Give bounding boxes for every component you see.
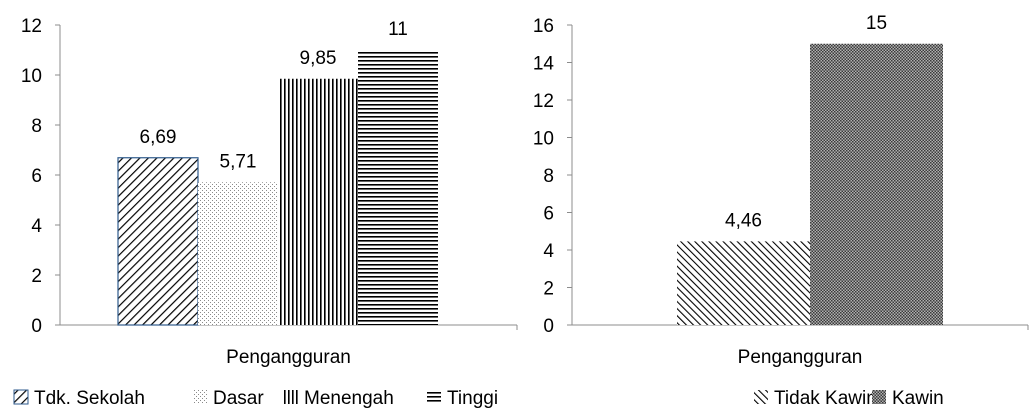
legend-label: Tinggi — [447, 388, 498, 409]
chart-marital-status: 0 2 4 6 8 10 12 14 16 4,46 15 Pengangguran Tidak Kaw… — [533, 13, 1029, 409]
legend: Tidak Kawin Kawin — [754, 388, 944, 409]
y-tick-label: 6 — [543, 204, 554, 225]
data-label: 6,69 — [140, 127, 177, 148]
legend-swatch — [427, 390, 441, 404]
legend-label: Dasar — [213, 388, 264, 409]
data-label: 5,71 — [220, 151, 257, 172]
y-tick-label: 6 — [31, 166, 42, 187]
y-tick-label: 10 — [21, 66, 42, 87]
legend: Tdk. Sekolah Dasar Menengah Tinggi — [13, 388, 498, 409]
legend-swatch — [13, 389, 29, 405]
bar-menengah — [278, 78, 358, 325]
y-tick-label: 16 — [533, 16, 554, 37]
bar-dasar — [198, 182, 278, 325]
y-tick-label: 12 — [533, 91, 554, 112]
x-category-label: Pengangguran — [226, 347, 351, 368]
legend-label: Menengah — [304, 388, 394, 409]
y-tick-label: 2 — [543, 279, 554, 300]
bar-kawin — [810, 43, 943, 325]
y-tick-label: 8 — [31, 116, 42, 137]
chart-education: 0 2 4 6 8 10 12 6,69 5,71 9,85 11 Pengangguran Tdk. … — [13, 16, 518, 409]
y-tick-label: 0 — [543, 316, 554, 337]
y-tick-label: 10 — [533, 129, 554, 150]
data-label: 9,85 — [300, 48, 337, 69]
bar-tidak-kawin — [677, 241, 810, 325]
legend-swatch — [284, 390, 298, 404]
legend-label: Kawin — [892, 388, 944, 409]
legend-swatch — [193, 390, 207, 404]
legend-swatch — [872, 390, 886, 404]
y-tick-label: 4 — [543, 241, 554, 262]
y-tick-label: 2 — [31, 266, 42, 287]
y-tick-label: 14 — [533, 54, 555, 75]
data-label: 11 — [388, 19, 408, 40]
y-tick-label: 12 — [21, 16, 42, 37]
legend-label: Tidak Kawin — [774, 388, 877, 409]
bar-tinggi — [358, 50, 438, 325]
data-label: 4,46 — [725, 210, 762, 231]
y-tick-label: 8 — [543, 166, 554, 187]
data-label: 15 — [866, 13, 887, 34]
x-category-label: Pengangguran — [738, 347, 863, 368]
legend-swatch — [754, 390, 768, 404]
y-tick-label: 0 — [31, 316, 42, 337]
bar-tdk-sekolah — [117, 157, 199, 326]
legend-label: Tdk. Sekolah — [34, 388, 145, 409]
y-tick-label: 4 — [31, 216, 42, 237]
